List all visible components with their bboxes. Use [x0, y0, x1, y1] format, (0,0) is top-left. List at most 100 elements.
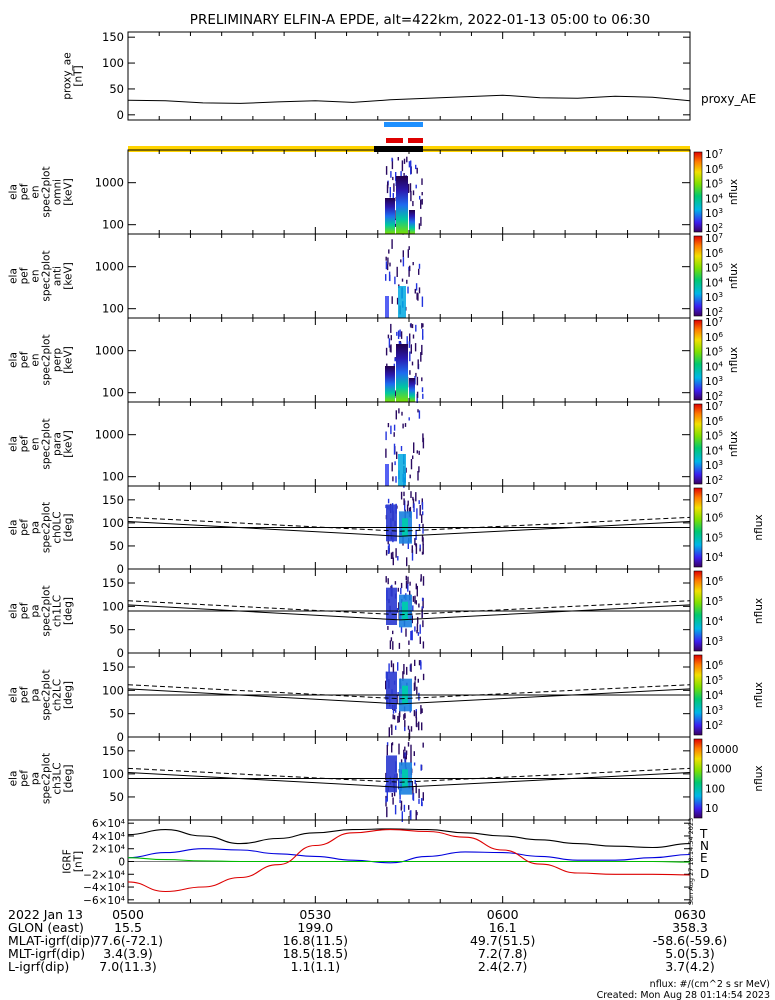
spectrogram-streak	[421, 502, 424, 510]
colorbar-label: nflux	[753, 682, 765, 708]
spectrogram-streak	[404, 746, 406, 751]
spectrogram-streak	[392, 551, 394, 559]
y-axis-label: en	[30, 269, 42, 282]
spectrogram-streak	[411, 324, 414, 329]
axis-row-value: 2.4(2.7)	[478, 959, 528, 974]
y-tick-label: 1000	[95, 260, 124, 274]
y-axis-label: perp	[52, 348, 64, 372]
spectrogram-streak	[422, 576, 425, 586]
spectrogram-streak	[415, 711, 417, 719]
loss-cone-dashed	[127, 516, 691, 532]
y-axis-label: pa	[30, 772, 42, 785]
y-tick-label: 50	[109, 623, 124, 637]
spectrogram-streak	[402, 671, 404, 681]
spectrogram-streak	[405, 580, 408, 589]
spectrogram-streak	[414, 595, 416, 604]
spectrogram-streak	[422, 527, 424, 534]
spectrogram-streak	[388, 338, 391, 348]
spectrogram-streak	[405, 750, 408, 755]
colorbar-tick-label: 107	[705, 491, 723, 505]
spectrogram-streak	[421, 722, 423, 731]
spectrogram-streak	[385, 772, 387, 781]
spectrogram-streak	[388, 271, 391, 281]
spectrogram-streak	[397, 715, 399, 723]
colorbar-tick-label: 103	[705, 206, 723, 220]
spectrogram-streak	[413, 442, 415, 453]
spectrogram-streak	[403, 158, 406, 164]
y-axis-label: ela	[8, 184, 20, 200]
y-tick-label: 100	[102, 386, 124, 400]
spectrogram-streak	[407, 742, 410, 747]
spectrogram-streak	[408, 640, 410, 645]
spectrogram-streak	[387, 626, 389, 630]
spectrogram-streak	[393, 715, 396, 720]
spectrogram-streak	[400, 259, 402, 263]
loss-cone-solid	[127, 604, 691, 621]
loss-cone-dashed	[127, 767, 691, 783]
y-tick-label: 6×10⁴	[92, 818, 125, 830]
spectrogram-streak	[400, 800, 403, 810]
spectrogram-streak	[403, 498, 405, 506]
spectrogram-streak	[385, 576, 387, 583]
spectrogram-streak	[404, 423, 407, 427]
spectrogram-streak	[416, 167, 418, 174]
spectrogram-streak	[407, 583, 409, 590]
y-tick-label: 150	[102, 744, 124, 758]
spectrogram-streak	[390, 724, 392, 728]
spectrogram-streak	[410, 190, 412, 202]
spectrogram-streak	[397, 556, 399, 561]
y-axis-label: [deg]	[63, 597, 75, 625]
y-axis-label: ela	[8, 352, 20, 368]
spectrogram-streak	[387, 545, 390, 554]
spectrogram-streak	[415, 164, 417, 170]
spectrogram-streak	[418, 410, 421, 419]
y-axis-label: spec2plot	[41, 166, 53, 217]
axis-row-value: 16.8(11.5)	[283, 933, 348, 948]
panel-frame	[127, 401, 691, 487]
y-axis-label: anti	[52, 266, 64, 286]
spectrogram-streak	[385, 431, 387, 441]
spectrogram-streak	[388, 727, 390, 738]
spectrogram-streak	[392, 663, 395, 673]
y-axis-label: pef	[19, 519, 31, 536]
spectrogram-streak	[400, 806, 402, 811]
spectrogram-streak	[400, 759, 403, 766]
colorbar-tick-label: 106	[705, 330, 723, 344]
colorbar-tick-label: 103	[705, 703, 723, 717]
colorbar-tick-label: 107	[705, 315, 723, 329]
spectrogram-burst	[385, 366, 395, 402]
spectrogram-streak	[408, 341, 411, 348]
y-tick-label: 100	[102, 56, 124, 70]
spectrogram-streak	[390, 171, 392, 178]
spectrogram-streak	[403, 491, 405, 497]
spectrogram-streak	[398, 602, 400, 610]
y-axis-label: pef	[19, 602, 31, 619]
spectrogram-streak	[414, 288, 416, 294]
spectrogram-streak	[416, 393, 418, 403]
spectrogram-streak	[390, 425, 392, 435]
spectrogram-streak	[404, 720, 406, 730]
y-axis-label: ch2LC	[52, 679, 64, 711]
y-axis-label: [deg]	[63, 681, 75, 709]
colorbar-tick-label: 104	[705, 550, 723, 564]
spectrogram-streak	[411, 630, 413, 641]
spectrogram-streak	[418, 788, 420, 798]
spectrogram-streak	[409, 474, 411, 479]
colorbar-tick-label: 107	[705, 147, 723, 161]
spectrogram-streak	[415, 529, 417, 540]
spectrogram-streak	[393, 432, 395, 437]
spectrogram-streak	[415, 583, 417, 590]
y-tick-label: 100	[102, 218, 124, 232]
colorbar	[693, 487, 703, 568]
axis-row-label: MLT-igrf(dip)	[8, 946, 85, 961]
spectrogram-streak	[421, 387, 424, 393]
spectrogram-streak	[421, 178, 423, 185]
colorbar	[693, 738, 703, 819]
y-axis-label: pa	[30, 688, 42, 701]
proxy-ae-panel: 0 50 100 150 proxy_ae [nT] proxy_AE	[62, 30, 757, 122]
y-tick-label: 150	[102, 30, 124, 44]
colorbar	[693, 235, 703, 317]
y-axis-label: IGRF	[62, 849, 74, 874]
spectrogram-streak	[410, 810, 412, 820]
